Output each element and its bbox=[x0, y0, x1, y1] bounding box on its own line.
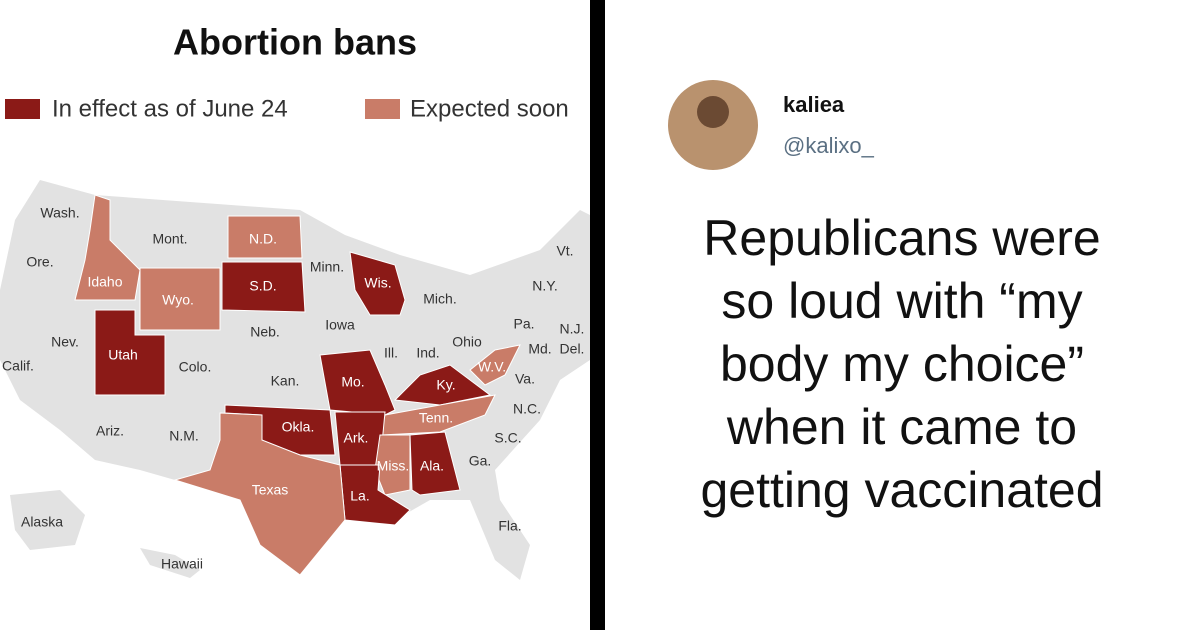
state-label: Kan. bbox=[271, 373, 300, 389]
state-label: Idaho bbox=[87, 274, 122, 290]
state-label: Mich. bbox=[423, 291, 456, 307]
state-label: N.Y. bbox=[532, 278, 557, 294]
state-label: W.V. bbox=[478, 359, 506, 375]
tweet-text: getting vaccinated bbox=[700, 462, 1103, 518]
map bbox=[0, 180, 590, 580]
state-label: Neb. bbox=[250, 324, 280, 340]
state-label: Mo. bbox=[341, 374, 364, 390]
state-label: Tenn. bbox=[419, 410, 453, 426]
state-label: La. bbox=[350, 488, 369, 504]
state-shape bbox=[94, 309, 166, 396]
state-label: Calif. bbox=[2, 358, 34, 374]
legend-label: In effect as of June 24 bbox=[52, 95, 288, 122]
state-label: Ark. bbox=[344, 430, 369, 446]
state-label: Va. bbox=[515, 371, 535, 387]
tweet-text: Republicans were bbox=[703, 210, 1100, 266]
state-label: Md. bbox=[528, 341, 551, 357]
state-label: Vt. bbox=[556, 243, 573, 259]
avatar-detail bbox=[697, 96, 729, 128]
state-label: Nev. bbox=[51, 334, 79, 350]
state-label: N.C. bbox=[513, 401, 541, 417]
state-shape bbox=[349, 251, 406, 316]
state-label: Ariz. bbox=[96, 423, 124, 439]
state-label: Hawaii bbox=[161, 556, 203, 572]
hawaii-shape bbox=[140, 548, 200, 578]
tweet-text: so loud with “my bbox=[721, 273, 1082, 329]
state-label: S.C. bbox=[494, 430, 521, 446]
state-label: Ky. bbox=[436, 377, 455, 393]
state-label: Del. bbox=[560, 341, 585, 357]
state-label: N.M. bbox=[169, 428, 199, 444]
tweet-handle: @kalixo_ bbox=[783, 133, 875, 158]
state-label: S.D. bbox=[249, 278, 276, 294]
state-label: Utah bbox=[108, 347, 138, 363]
alaska-shape bbox=[10, 490, 85, 550]
state-label: Ala. bbox=[420, 458, 444, 474]
state-label: N.J. bbox=[560, 321, 585, 337]
state-label: Wash. bbox=[40, 205, 79, 221]
state-label: Minn. bbox=[310, 259, 344, 275]
state-shape bbox=[469, 344, 521, 386]
map-title: Abortion bans bbox=[173, 22, 417, 63]
state-label: Pa. bbox=[513, 316, 534, 332]
state-shape bbox=[74, 194, 141, 301]
state-label: Ga. bbox=[469, 453, 492, 469]
tweet-text: body my choice” bbox=[720, 336, 1084, 392]
divider bbox=[590, 0, 605, 630]
legend-swatch bbox=[365, 99, 400, 119]
state-label: Fla. bbox=[498, 518, 521, 534]
state-label: Mont. bbox=[152, 231, 187, 247]
tweet-name: kaliea bbox=[783, 92, 845, 117]
state-label: Texas bbox=[252, 482, 289, 498]
state-label: Miss. bbox=[377, 458, 410, 474]
state-label: N.D. bbox=[249, 231, 277, 247]
tweet-text: when it came to bbox=[726, 399, 1077, 455]
state-label: Ill. bbox=[384, 345, 398, 361]
state-label: Ore. bbox=[26, 254, 53, 270]
state-shape bbox=[409, 431, 461, 496]
state-label: Ind. bbox=[416, 345, 439, 361]
state-label: Colo. bbox=[179, 359, 212, 375]
legend-label: Expected soon bbox=[410, 95, 569, 122]
state-shape bbox=[374, 434, 411, 496]
state-label: Iowa bbox=[325, 317, 355, 333]
state-label: Okla. bbox=[282, 419, 315, 435]
state-shape bbox=[139, 267, 221, 331]
state-shape bbox=[221, 261, 306, 313]
state-label: Wis. bbox=[364, 275, 391, 291]
state-label: Alaska bbox=[21, 514, 63, 530]
state-shape bbox=[173, 412, 346, 576]
state-label: Ohio bbox=[452, 334, 482, 350]
state-shape bbox=[227, 215, 303, 259]
legend-swatch bbox=[5, 99, 40, 119]
state-label: Wyo. bbox=[162, 292, 194, 308]
